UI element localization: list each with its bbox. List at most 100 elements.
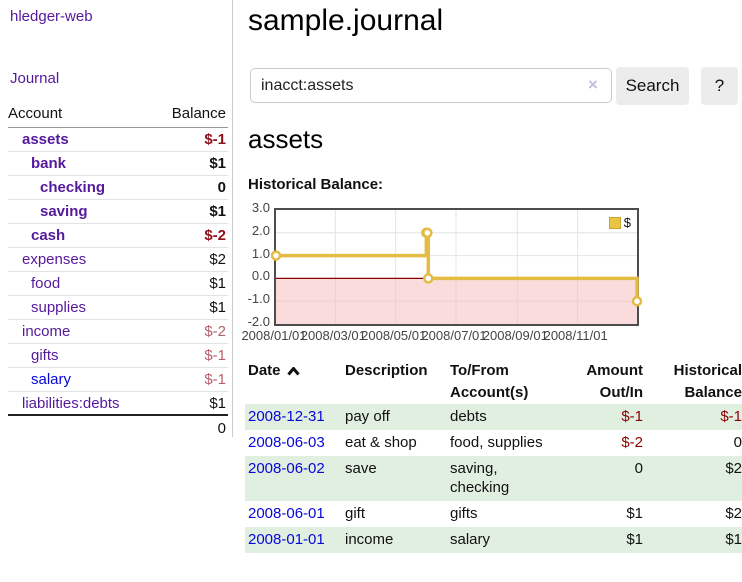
account-link[interactable]: expenses <box>22 251 87 268</box>
clear-search-icon[interactable]: × <box>588 75 598 94</box>
account-row: food $1 <box>8 272 228 296</box>
transaction-description: eat & shop <box>345 434 417 451</box>
account-link[interactable]: food <box>31 275 61 292</box>
account-balance: $-1 <box>204 371 226 388</box>
page-title: sample.journal <box>248 4 444 37</box>
account-row: income $-2 <box>8 320 228 344</box>
account-link[interactable]: checking <box>40 179 106 196</box>
account-row: assets $-1 <box>8 128 228 152</box>
transaction-description: pay off <box>345 408 390 425</box>
legend-swatch-icon <box>608 216 621 229</box>
transaction-amount: $-1 <box>621 408 643 425</box>
help-button[interactable]: ? <box>701 67 738 105</box>
transaction-description: save <box>345 460 377 477</box>
historical-balance-chart: $ 3.0 2.0 1.0 0.0 -1.0 -2.0 2008/01/01 2008/03… <box>241 198 742 348</box>
accounts-table-header: Account Balance <box>8 102 228 128</box>
account-row: bank $1 <box>8 152 228 176</box>
transaction-amount: 0 <box>634 460 643 477</box>
account-balance: $-1 <box>204 347 226 364</box>
sort-ascending-icon[interactable] <box>286 366 300 376</box>
account-row: expenses $2 <box>8 248 228 272</box>
transaction-description: gift <box>345 505 366 522</box>
chart-heading: Historical Balance: <box>248 176 384 193</box>
register-header-label: Description <box>345 362 428 379</box>
table-row: 2008-01-01 income salary $1 $1 <box>245 527 742 553</box>
transaction-accounts: salary <box>450 531 491 548</box>
search-input[interactable] <box>250 68 612 103</box>
transaction-date-link[interactable]: 2008-06-02 <box>248 460 325 477</box>
account-link[interactable]: bank <box>31 155 67 172</box>
y-axis-tick-label: 2.0 <box>251 222 270 238</box>
table-row: 2008-06-01 gift gifts $1 $2 <box>245 501 742 527</box>
register-header-amount: Amount Out/In <box>575 360 643 404</box>
account-row: gifts $-1 <box>8 344 228 368</box>
account-row: supplies $1 <box>8 296 228 320</box>
app-title-link[interactable]: hledger-web <box>10 8 93 25</box>
table-row: 2008-12-31 pay off debts $-1 $-1 <box>245 404 742 430</box>
transaction-date-link[interactable]: 2008-06-03 <box>248 434 325 451</box>
register-header-date: Date <box>245 360 345 404</box>
x-axis-tick-label: 2008/03/01 <box>300 328 366 343</box>
transaction-balance: 0 <box>733 434 742 451</box>
register-header-label: To/From <box>450 362 509 379</box>
account-link[interactable]: income <box>22 323 71 340</box>
y-axis-tick-label: -2.0 <box>247 314 270 329</box>
transaction-balance: $2 <box>725 505 742 522</box>
transaction-accounts: food, supplies <box>450 434 543 451</box>
table-row: 2008-06-02 save saving, checking 0 $2 <box>245 456 742 501</box>
account-link[interactable]: cash <box>31 227 66 244</box>
transaction-balance: $1 <box>725 531 742 548</box>
transaction-balance: $-1 <box>720 408 742 425</box>
account-balance: $2 <box>209 251 226 268</box>
sidebar: hledger-web Journal Account Balance asse… <box>0 0 233 437</box>
account-link[interactable]: liabilities:debts <box>22 394 120 412</box>
register-header-label: Historical <box>673 362 742 379</box>
account-row: salary $-1 <box>8 368 228 392</box>
register-header-historical: Historical Balance <box>643 360 742 404</box>
legend-label: $ <box>623 215 631 230</box>
account-balance: 0 <box>217 179 226 196</box>
y-axis-tick-label: 0.0 <box>251 268 270 284</box>
register-header-description: Description <box>345 360 450 404</box>
account-row: liabilities:debts $1 <box>8 392 228 416</box>
account-balance: $-2 <box>204 323 226 340</box>
y-axis-tick-label: 3.0 <box>251 200 270 215</box>
transaction-accounts: debts <box>450 408 487 425</box>
x-axis-tick-label: 2008/05/01 <box>361 328 427 343</box>
account-heading: assets <box>248 124 324 154</box>
account-link[interactable]: supplies <box>31 299 87 316</box>
register-table: Date Description To/From Account(s) Amount Ou… <box>245 360 742 553</box>
accounts-total-value: 0 <box>217 419 226 437</box>
register-body: 2008-12-31 pay off debts $-1 $-1 2008-06-03 ea… <box>245 404 742 553</box>
x-axis-tick-label: 2008/11/01 <box>543 328 608 343</box>
transaction-accounts: gifts <box>450 505 478 522</box>
register-header-label[interactable]: Date <box>248 362 281 379</box>
transaction-date-link[interactable]: 2008-01-01 <box>248 531 325 548</box>
accounts-header-account: Account <box>8 105 63 122</box>
transaction-amount: $-2 <box>621 434 643 451</box>
register-header-row: Date Description To/From Account(s) Amount Ou… <box>245 360 742 404</box>
account-balance: $1 <box>209 275 226 292</box>
account-row: checking 0 <box>8 176 228 200</box>
account-row: cash $-2 <box>8 224 228 248</box>
x-axis-tick-label: 2008/01/01 <box>241 328 307 343</box>
chart-legend: $ <box>606 214 633 231</box>
account-balance: $1 <box>209 394 226 412</box>
transaction-date-link[interactable]: 2008-06-01 <box>248 505 325 522</box>
register-header-label: Amount <box>586 362 643 379</box>
account-link[interactable]: salary <box>31 371 72 388</box>
transaction-date-link[interactable]: 2008-12-31 <box>248 408 325 425</box>
account-link[interactable]: assets <box>22 131 69 148</box>
accounts-total-row: 0 <box>8 416 228 440</box>
search-button[interactable]: Search <box>616 67 689 105</box>
x-axis-tick-label: 2008/07/01 <box>421 328 487 343</box>
account-link[interactable]: gifts <box>31 347 59 364</box>
transaction-description: income <box>345 531 394 548</box>
sidebar-item-journal[interactable]: Journal <box>10 70 60 87</box>
account-link[interactable]: saving <box>40 203 88 220</box>
transaction-amount: $1 <box>626 531 643 548</box>
transaction-balance: $2 <box>725 460 742 477</box>
account-balance: $-1 <box>204 131 226 148</box>
y-axis-tick-label: 1.0 <box>251 245 270 261</box>
account-row: saving $1 <box>8 200 228 224</box>
